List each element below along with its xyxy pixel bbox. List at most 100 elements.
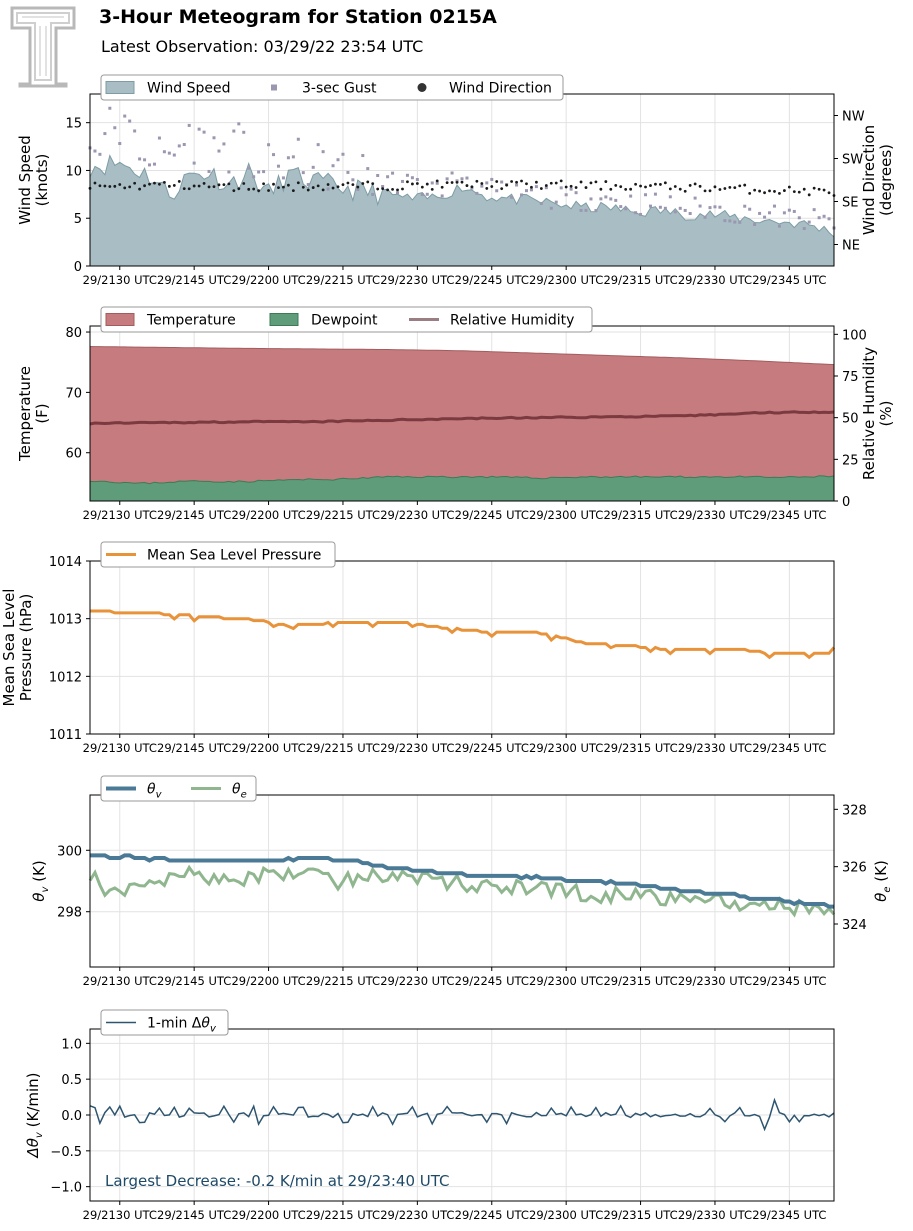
legend: θv θe [100, 775, 257, 802]
gust-point [262, 170, 266, 174]
direction-point [678, 187, 682, 191]
gust-point [614, 198, 618, 202]
legend-swatch [105, 313, 135, 326]
x-tick-label: 29/2230 UTC [380, 273, 454, 287]
direction-point [505, 183, 509, 187]
gust-point [584, 208, 588, 212]
direction-point [797, 190, 801, 194]
gust-point [257, 170, 261, 174]
gust-point [574, 191, 578, 195]
direction-point [326, 183, 330, 186]
x-tick-label: 29/2145 UTC [157, 508, 231, 522]
direction-point [614, 184, 618, 187]
direction-point [277, 186, 280, 190]
direction-point [624, 188, 628, 191]
gust-point [658, 205, 662, 209]
gust-point [589, 197, 593, 201]
x-tick-label: 29/2300 UTC [529, 974, 603, 988]
y-tick-label: −1.0 [50, 1181, 82, 1196]
x-tick-label: 29/2200 UTC [231, 974, 305, 988]
y-axis-label: Temperature(F) [16, 366, 51, 462]
direction-point [490, 185, 494, 188]
gust-point [524, 189, 528, 193]
direction-point [98, 184, 102, 188]
y-tick-label: 0 [74, 260, 82, 275]
direction-point [539, 187, 543, 190]
direction-point [763, 191, 766, 195]
direction-point [564, 185, 568, 189]
gust-point [703, 215, 707, 219]
x-tick-label: 29/2300 UTC [529, 741, 603, 755]
direction-point [227, 182, 231, 186]
direction-point [554, 181, 558, 185]
gust-point [202, 130, 206, 134]
gust-point [748, 207, 752, 211]
gust-point [207, 169, 211, 173]
gust-point [768, 211, 772, 215]
y-tick-label: 0.0 [61, 1109, 82, 1124]
x-tick-label: 29/2200 UTC [231, 508, 305, 522]
gust-point [758, 211, 762, 215]
direction-point [455, 180, 459, 184]
gust-point [177, 144, 181, 148]
gust-point [480, 184, 484, 188]
legend-swatch [105, 81, 135, 94]
gust-point [802, 227, 806, 231]
gust-point [792, 209, 796, 213]
x-tick-label: 29/2245 UTC [455, 974, 529, 988]
x-tick-label: 29/2215 UTC [306, 508, 380, 522]
dewpoint-area [89, 475, 835, 502]
direction-point [435, 179, 439, 183]
direction-point [296, 181, 300, 185]
direction-point [331, 186, 335, 190]
direction-point [346, 181, 350, 185]
direction-point [411, 182, 414, 186]
y2-tick-label: 100 [842, 328, 867, 343]
direction-point [485, 187, 489, 190]
direction-point [688, 184, 692, 187]
gust-point [306, 183, 310, 187]
direction-point [371, 182, 375, 186]
gust-point [807, 220, 811, 224]
direction-point [321, 188, 325, 192]
y-tick-label: 1.0 [61, 1037, 82, 1052]
direction-point [812, 186, 816, 190]
legend-box [100, 1009, 229, 1036]
gust-point [172, 153, 176, 157]
direction-point [356, 185, 360, 189]
direction-point [177, 180, 181, 183]
gust-point [242, 130, 246, 134]
gust-point [822, 214, 826, 218]
direction-point [123, 186, 127, 190]
gust-point [624, 207, 628, 211]
direction-point [718, 188, 722, 191]
gust-point [351, 178, 355, 182]
direction-point [460, 180, 464, 184]
x-tick-label: 29/2215 UTC [306, 974, 380, 988]
direction-point [768, 189, 771, 193]
direction-point [599, 187, 603, 191]
gust-point [316, 143, 320, 147]
y-axis-label: Δθv (K/min) [24, 1072, 45, 1158]
gust-point [713, 205, 717, 209]
y2-tick-label: 25 [842, 453, 859, 468]
x-tick-label: 29/2130 UTC [83, 974, 157, 988]
gust-point [371, 192, 375, 196]
gust-point [653, 192, 657, 196]
direction-point [579, 180, 583, 184]
gust-point [450, 171, 454, 175]
direction-point [693, 182, 697, 186]
direction-point [381, 187, 385, 191]
legend-swatch [271, 84, 277, 91]
direction-point [262, 182, 265, 186]
direction-point [118, 183, 122, 186]
gust-point [688, 212, 692, 216]
page-subtitle: Latest Observation: 03/29/22 23:54 UTC [101, 37, 423, 56]
direction-point [703, 189, 707, 193]
x-tick-label: 29/2145 UTC [157, 974, 231, 988]
direction-point [787, 185, 791, 189]
direction-point [430, 187, 434, 191]
direction-point [510, 180, 513, 183]
